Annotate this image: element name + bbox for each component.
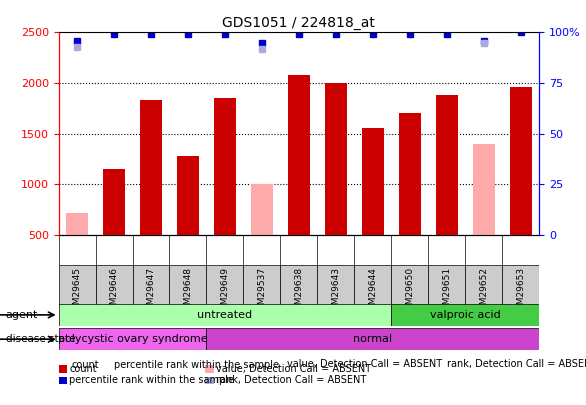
FancyBboxPatch shape bbox=[391, 265, 428, 306]
Text: GSM29652: GSM29652 bbox=[479, 267, 488, 316]
Text: GSM29638: GSM29638 bbox=[294, 267, 304, 316]
Text: disease state: disease state bbox=[6, 335, 76, 344]
Bar bbox=[510, 87, 532, 235]
Bar bbox=[140, 100, 162, 235]
Text: count: count bbox=[71, 360, 99, 369]
Text: rank, Detection Call = ABSENT: rank, Detection Call = ABSENT bbox=[447, 360, 586, 369]
Text: count: count bbox=[69, 364, 97, 374]
Title: GDS1051 / 224818_at: GDS1051 / 224818_at bbox=[223, 16, 375, 30]
Text: rank, Detection Call = ABSENT: rank, Detection Call = ABSENT bbox=[216, 375, 366, 385]
FancyBboxPatch shape bbox=[206, 328, 539, 350]
Text: GSM29647: GSM29647 bbox=[146, 267, 155, 316]
Bar bbox=[435, 95, 458, 235]
FancyBboxPatch shape bbox=[391, 304, 539, 326]
FancyBboxPatch shape bbox=[132, 265, 169, 306]
Text: value, Detection Call = ABSENT: value, Detection Call = ABSENT bbox=[216, 364, 371, 374]
FancyBboxPatch shape bbox=[465, 265, 502, 306]
FancyBboxPatch shape bbox=[59, 265, 96, 306]
Text: value, Detection Call = ABSENT: value, Detection Call = ABSENT bbox=[287, 360, 442, 369]
FancyBboxPatch shape bbox=[59, 328, 206, 350]
FancyBboxPatch shape bbox=[428, 265, 465, 306]
Bar bbox=[66, 213, 88, 235]
Bar bbox=[325, 83, 347, 235]
Bar bbox=[288, 75, 310, 235]
Text: GSM29653: GSM29653 bbox=[516, 267, 525, 316]
FancyBboxPatch shape bbox=[169, 265, 206, 306]
Text: GSM29643: GSM29643 bbox=[331, 267, 340, 316]
Text: agent: agent bbox=[6, 310, 38, 320]
Bar bbox=[103, 169, 125, 235]
FancyBboxPatch shape bbox=[318, 265, 355, 306]
Text: GSM29537: GSM29537 bbox=[257, 267, 267, 316]
Bar bbox=[251, 184, 273, 235]
FancyBboxPatch shape bbox=[502, 265, 539, 306]
Text: percentile rank within the sample: percentile rank within the sample bbox=[69, 375, 234, 385]
Text: GSM29646: GSM29646 bbox=[110, 267, 118, 316]
Text: GSM29651: GSM29651 bbox=[442, 267, 451, 316]
Text: GSM29644: GSM29644 bbox=[368, 267, 377, 316]
Bar bbox=[66, 213, 88, 235]
Bar bbox=[214, 98, 236, 235]
Bar bbox=[398, 113, 421, 235]
FancyBboxPatch shape bbox=[96, 265, 132, 306]
FancyBboxPatch shape bbox=[355, 265, 391, 306]
Text: valproic acid: valproic acid bbox=[430, 310, 500, 320]
Text: polycystic ovary syndrome: polycystic ovary syndrome bbox=[57, 334, 207, 344]
Text: untreated: untreated bbox=[197, 310, 253, 320]
FancyBboxPatch shape bbox=[206, 265, 243, 306]
Text: normal: normal bbox=[353, 334, 393, 344]
FancyBboxPatch shape bbox=[280, 265, 318, 306]
Bar bbox=[472, 144, 495, 235]
Bar bbox=[362, 128, 384, 235]
Text: GSM29648: GSM29648 bbox=[183, 267, 192, 316]
Text: GSM29645: GSM29645 bbox=[73, 267, 81, 316]
Text: GSM29649: GSM29649 bbox=[220, 267, 230, 316]
Text: percentile rank within the sample: percentile rank within the sample bbox=[114, 360, 279, 369]
FancyBboxPatch shape bbox=[59, 304, 391, 326]
FancyBboxPatch shape bbox=[243, 265, 280, 306]
Bar bbox=[177, 156, 199, 235]
Text: GSM29650: GSM29650 bbox=[406, 267, 414, 316]
